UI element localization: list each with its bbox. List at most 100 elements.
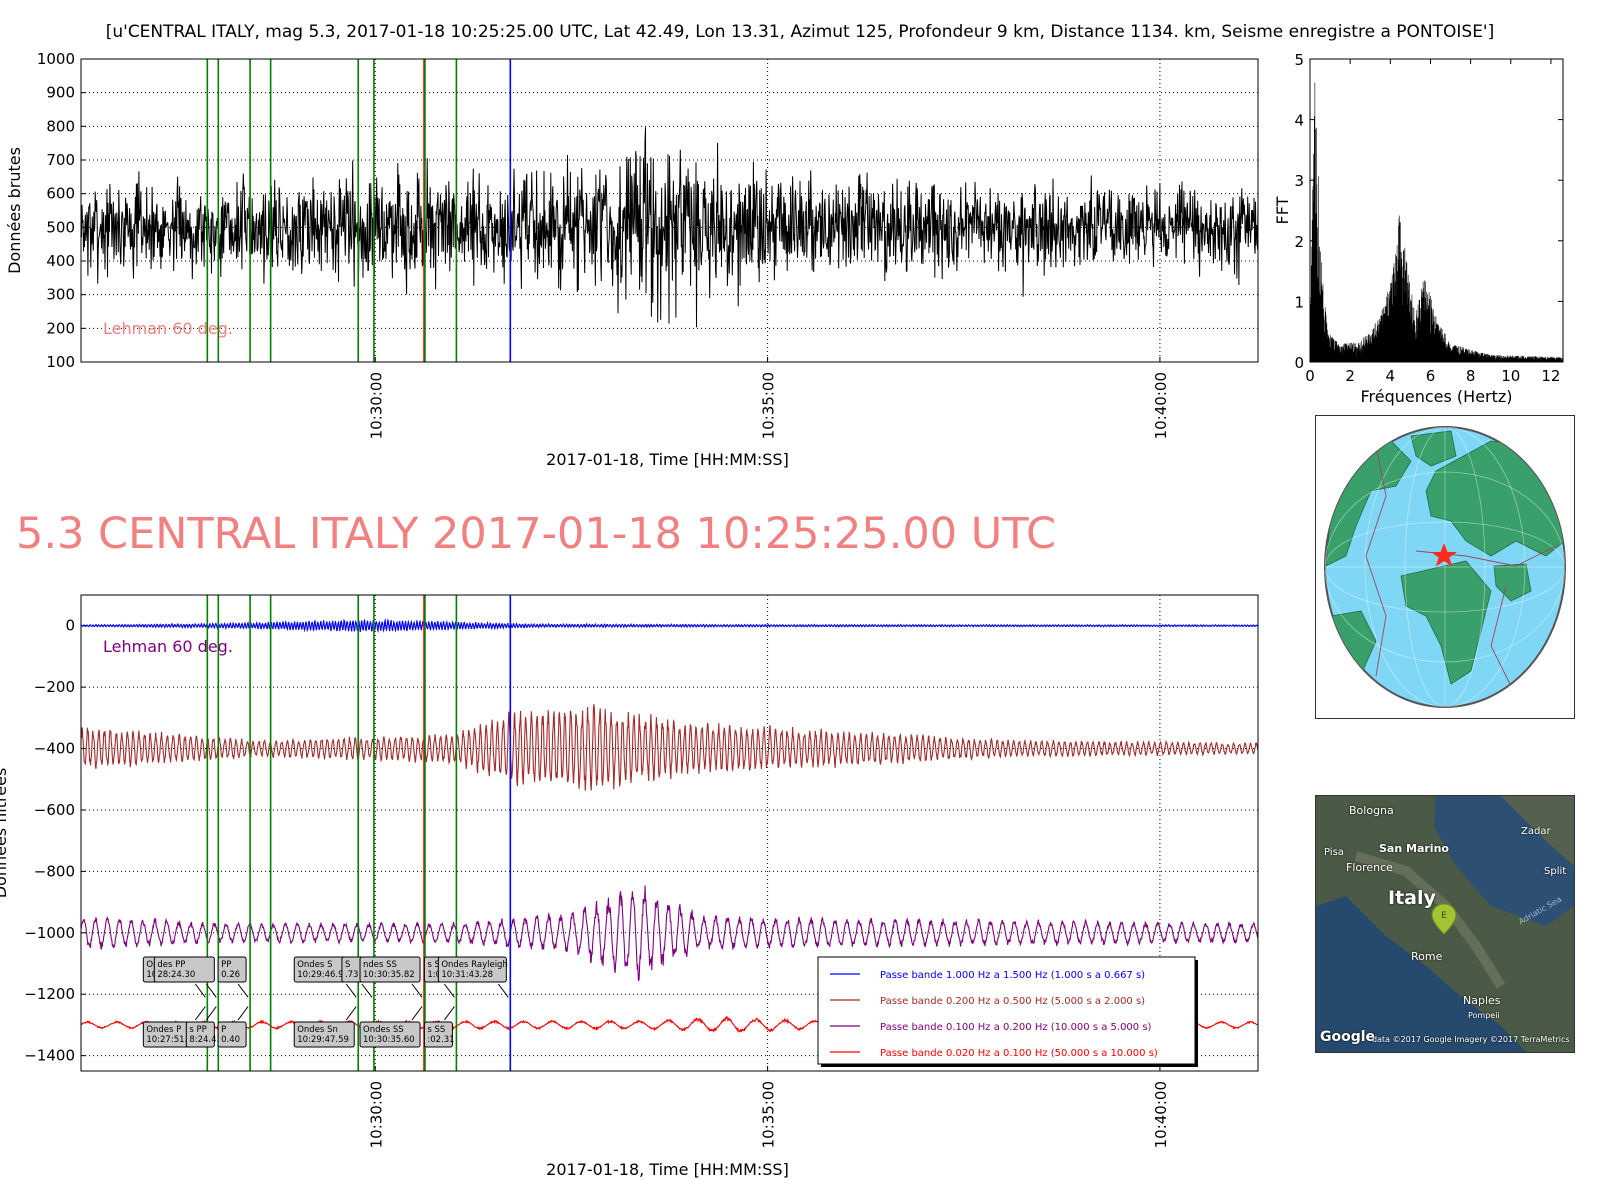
phase-arrow (345, 983, 357, 998)
phase-label-text: Ondes Sn (297, 1025, 338, 1035)
landmass-arabia (1493, 563, 1532, 602)
plot-frame (80, 594, 1259, 1072)
y-axis-label: Données filtrées (0, 768, 10, 899)
y-tick-label: 700 (46, 151, 75, 169)
fft-spectrum (1309, 82, 1564, 362)
y-tick-label: −1400 (24, 1047, 75, 1065)
legend-entry: Passe bande 0.100 Hz a 0.200 Hz (10.000 … (880, 1022, 1152, 1033)
phase-label-text: s SS (427, 960, 445, 970)
phase-label-text: 0.26 (221, 970, 240, 980)
phase-arrow (205, 983, 217, 998)
phase-label-text: 10:30:35.82 (363, 970, 415, 980)
x-tick-label: 10:40:00 (1152, 1081, 1170, 1148)
fft-y-tick-label: 4 (1294, 112, 1304, 130)
phase-label-text: Ondes SS (363, 1025, 404, 1035)
phase-label-text: .73 (345, 970, 359, 980)
y-tick-label: 500 (46, 218, 75, 236)
graticule (1325, 427, 1565, 707)
fft-x-tick-label: 2 (1345, 367, 1355, 385)
map-pin-letter: E (1441, 911, 1447, 921)
phase-arrow (443, 983, 455, 998)
phase-label-bottom: P0.40 (217, 1006, 249, 1048)
phase-label-text: 0.40 (221, 1035, 240, 1045)
phase-label-bottom: s PP8:24.43 (185, 1006, 222, 1048)
phase-label-text: S (345, 960, 350, 970)
phase-arrow (205, 1006, 217, 1021)
landmass-greenland (1410, 430, 1457, 467)
legend-entry: Passe bande 1.000 Hz a 1.500 Hz (1.000 s… (880, 970, 1145, 981)
legend-entry: Passe bande 0.020 Hz a 0.100 Hz (50.000 … (880, 1048, 1158, 1059)
fft-x-tick-label: 8 (1466, 367, 1476, 385)
map-attribution: data ©2017 Google Imagery ©2017 TerraMet… (1372, 1035, 1570, 1044)
filtered-trace-0 (80, 618, 1259, 634)
phase-label-text: des PP (157, 960, 185, 970)
y-tick-label: 100 (46, 353, 75, 371)
x-axis-label: 2017-01-18, Time [HH:MM:SS] (546, 1160, 789, 1179)
y-tick-label: −400 (34, 740, 75, 758)
plot-frame (80, 58, 1259, 363)
fft-x-tick-label: 6 (1426, 367, 1436, 385)
phase-arrow (345, 1006, 357, 1021)
globe-svg (1324, 426, 1566, 708)
fft-x-tick-label: 0 (1305, 367, 1315, 385)
phase-label-text: P (221, 1025, 226, 1035)
fft-frame (1309, 58, 1564, 363)
y-tick-label: −1000 (24, 924, 75, 942)
satellite-terrain: E (1316, 796, 1574, 1052)
y-tick-label: 400 (46, 252, 75, 270)
map-label-san-marino: San Marino (1379, 842, 1449, 855)
phase-arrow (411, 983, 423, 998)
lehman-annotation: Lehman 60 deg. (103, 319, 233, 338)
y-axis-label: Données brutes (5, 147, 24, 274)
fft-y-axis-label: FFT (1273, 196, 1292, 224)
map-label-bologna: Bologna (1349, 804, 1394, 817)
y-tick-label: 600 (46, 185, 75, 203)
y-tick-label: 800 (46, 117, 75, 135)
phase-arrow (411, 1006, 423, 1021)
filtered-trace-1 (80, 704, 1259, 791)
event-heading: 5.3 CENTRAL ITALY 2017-01-18 10:25:25.00… (16, 509, 1056, 559)
fft-x-tick-label: 4 (1386, 367, 1396, 385)
x-tick-label: 10:40:00 (1152, 372, 1170, 439)
phase-label-text: Ondes S (297, 960, 332, 970)
phase-arrow (237, 1006, 249, 1021)
map-label-florence: Florence (1346, 861, 1393, 874)
y-tick-label: 1000 (37, 50, 75, 68)
phase-arrow (194, 983, 206, 998)
map-label-zadar: Zadar (1521, 826, 1551, 837)
globe-map (1315, 415, 1575, 719)
phase-arrow (443, 1006, 455, 1021)
phase-arrow (194, 1006, 206, 1021)
raw-data-chart: 100 200 300 400 500 600 700 800 900 1000 10:30:00 1… (5, 50, 1259, 469)
y-tick-label: 200 (46, 319, 75, 337)
phase-label-text: 10:31:43.28 (441, 970, 493, 980)
raw-trace (80, 127, 1259, 328)
y-tick-label: −200 (34, 678, 75, 696)
fft-x-tick-label: 10 (1501, 367, 1520, 385)
y-tick-label: −1200 (24, 985, 75, 1003)
x-tick-label: 10:30:00 (367, 372, 385, 439)
phase-label-text: 10:27:51.42 (146, 1035, 198, 1045)
phase-label-text: s SS (427, 1025, 445, 1035)
x-axis-label: 2017-01-18, Time [HH:MM:SS] (546, 450, 789, 469)
phase-label-bottom: s SS:02.31 (423, 1006, 455, 1048)
figure-title: [u'CENTRAL ITALY, mag 5.3, 2017-01-18 10… (106, 22, 1495, 42)
legend: Passe bande 1.000 Hz a 1.500 Hz (1.000 s… (817, 956, 1198, 1067)
map-label-italy: Italy (1388, 887, 1436, 909)
y-tick-label: 900 (46, 84, 75, 102)
phase-label-text: 8:24.43 (189, 1035, 222, 1045)
x-tick-label: 10:30:00 (367, 1081, 385, 1148)
phase-arrow (237, 983, 249, 998)
y-tick-label: 300 (46, 286, 75, 304)
phase-label-text: 10:29:46.99 (297, 970, 349, 980)
filtered-data-chart: −1400 −1200 −1000 −800 −600 −400 −200 0 10:30:00… (0, 594, 1259, 1179)
fft-y-tick-label: 2 (1294, 233, 1304, 251)
map-label-split: Split (1544, 866, 1567, 877)
balkan-coast (1501, 796, 1574, 866)
